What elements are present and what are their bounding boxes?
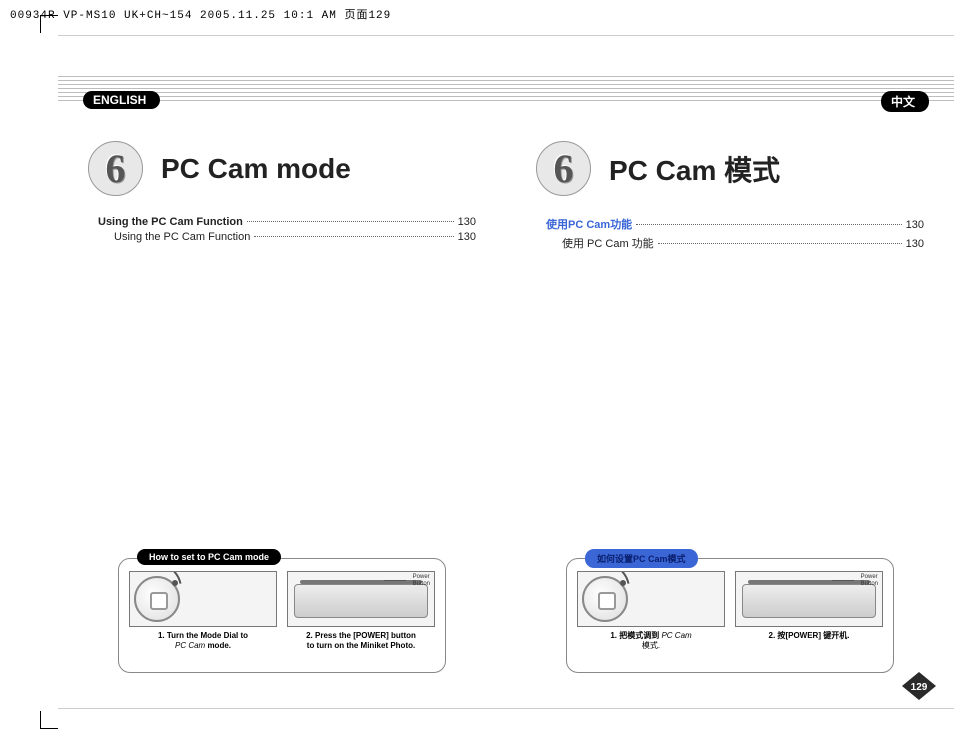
instruction-tab: How to set to PC Cam mode <box>137 549 281 565</box>
toc-row: 使用 PC Cam 功能 130 <box>546 235 924 251</box>
crop-mark-tl <box>40 15 58 33</box>
instruction-step-1: 1. Turn the Mode Dial to PC Cam mode. <box>129 571 277 666</box>
toc-row: Using the PC Cam Function 130 <box>98 231 476 243</box>
instruction-content: 1. 把模式调到 PC Cam 模式. Power Button 2. 按[PO… <box>567 559 893 672</box>
language-badge-chinese: 中文 <box>881 91 929 112</box>
spread: ENGLISH 6 PC Cam mode Using the PC Cam F… <box>58 35 954 709</box>
power-button-label: Power Button <box>861 574 878 588</box>
page-number: 129 <box>911 682 928 693</box>
toc-leader <box>658 243 902 244</box>
toc-page: 130 <box>458 216 476 228</box>
toc-page: 130 <box>906 219 924 231</box>
power-button-label: Power Button <box>413 574 430 588</box>
toc-row: 使用PC Cam功能 130 <box>546 216 924 232</box>
language-badge-english: ENGLISH <box>83 91 160 109</box>
instruction-caption: 2. 按[POWER] 键开机. <box>769 631 850 641</box>
toc-label: 使用 PC Cam 功能 <box>562 235 654 251</box>
table-of-contents: Using the PC Cam Function 130 Using the … <box>98 216 476 246</box>
power-button-illustration: Power Button <box>287 571 435 627</box>
toc-label: 使用PC Cam功能 <box>546 216 632 232</box>
print-header: 00934R VP-MS10 UK+CH~154 2005.11.25 10:1… <box>10 6 391 22</box>
instruction-panel: 如何设置PC Cam模式 1. 把模式调到 PC Cam 模式. <box>566 558 894 673</box>
page-right: 中文 6 PC Cam 模式 使用PC Cam功能 130 使用 PC Cam … <box>506 36 954 708</box>
instruction-step-1: 1. 把模式调到 PC Cam 模式. <box>577 571 725 666</box>
toc-page: 130 <box>906 238 924 250</box>
chapter-number-badge: 6 <box>536 141 591 196</box>
mode-dial-illustration <box>577 571 725 627</box>
chapter-title: PC Cam mode <box>161 153 351 185</box>
page-number-badge: 129 <box>902 672 936 700</box>
instruction-step-2: Power Button 2. Press the [POWER] button… <box>287 571 435 666</box>
toc-leader <box>636 224 901 225</box>
chapter-header: 6 PC Cam 模式 <box>536 141 944 196</box>
mode-dial-illustration <box>129 571 277 627</box>
power-button-illustration: Power Button <box>735 571 883 627</box>
instruction-caption: 1. Turn the Mode Dial to PC Cam mode. <box>158 631 248 651</box>
toc-label: Using the PC Cam Function <box>98 216 243 228</box>
instruction-tab: 如何设置PC Cam模式 <box>585 549 698 568</box>
instruction-caption: 1. 把模式调到 PC Cam 模式. <box>610 631 691 651</box>
instruction-panel: How to set to PC Cam mode 1. Turn the Mo… <box>118 558 446 673</box>
chapter-header: 6 PC Cam mode <box>88 141 496 196</box>
toc-page: 130 <box>458 231 476 243</box>
page-left: ENGLISH 6 PC Cam mode Using the PC Cam F… <box>58 36 506 708</box>
instruction-step-2: Power Button 2. 按[POWER] 键开机. <box>735 571 883 666</box>
chapter-number-badge: 6 <box>88 141 143 196</box>
table-of-contents: 使用PC Cam功能 130 使用 PC Cam 功能 130 <box>546 216 924 254</box>
chapter-title: PC Cam 模式 <box>609 149 780 189</box>
toc-leader <box>247 221 454 222</box>
toc-leader <box>254 236 453 237</box>
toc-row: Using the PC Cam Function 130 <box>98 216 476 228</box>
instruction-caption: 2. Press the [POWER] button to turn on t… <box>306 631 416 651</box>
instruction-content: 1. Turn the Mode Dial to PC Cam mode. Po… <box>119 559 445 672</box>
toc-label: Using the PC Cam Function <box>114 231 250 243</box>
crop-mark-bl <box>40 711 58 729</box>
